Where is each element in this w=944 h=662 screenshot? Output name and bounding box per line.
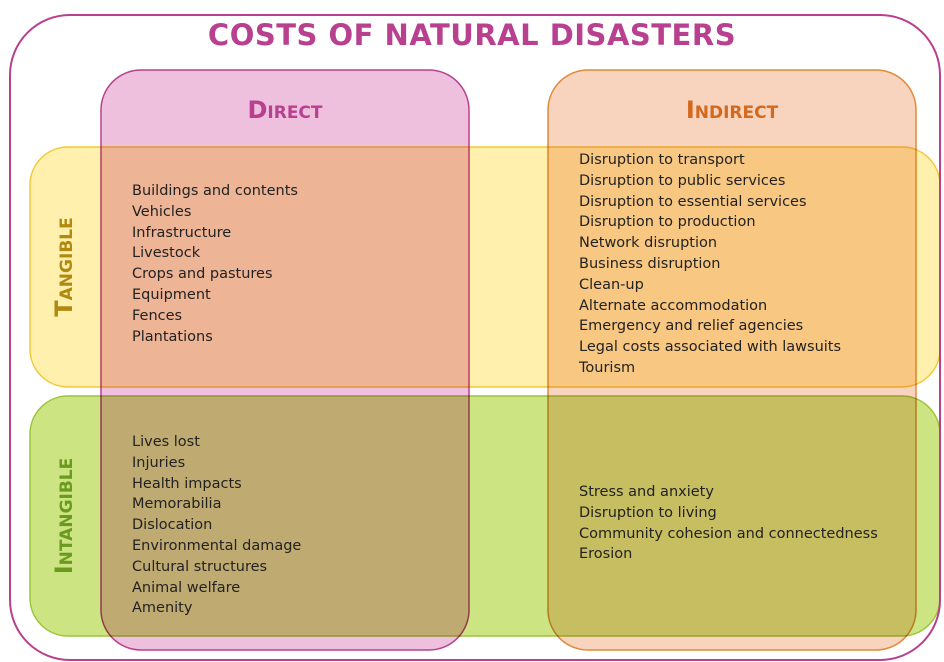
list-item: Equipment xyxy=(132,287,211,303)
list-item: Business disruption xyxy=(579,256,721,272)
list-item: Amenity xyxy=(132,600,193,617)
list-item: Tourism xyxy=(579,360,636,376)
list-item: Plantations xyxy=(132,328,213,345)
list-item: Legal costs associated with lawsuits xyxy=(579,339,842,356)
list-item: Environmental damage xyxy=(132,538,302,554)
list-item: Network disruption xyxy=(579,235,718,252)
row-header: Intangible xyxy=(50,457,78,575)
list-item: Clean-up xyxy=(579,276,644,293)
list-item: Disruption to living xyxy=(579,504,717,521)
list-item: Erosion xyxy=(579,546,633,563)
list-item: Cultural structures xyxy=(132,558,268,575)
list-item: Infrastructure xyxy=(132,224,232,241)
column-header: Direct xyxy=(247,96,323,124)
list-item: Animal welfare xyxy=(132,579,241,596)
list-item: Stress and anxiety xyxy=(579,484,714,500)
list-item: Disruption to public services xyxy=(579,172,786,189)
title: COSTS OF NATURAL DISASTERS xyxy=(207,18,737,52)
column-header: Indirect xyxy=(685,96,779,124)
list-item: Injuries xyxy=(132,454,186,471)
indirect-column xyxy=(547,69,917,651)
list-item: Health impacts xyxy=(132,475,242,492)
list-item: Disruption to transport xyxy=(579,152,745,168)
list-item: Emergency and relief agencies xyxy=(579,318,804,335)
list-item: Alternate accommodation xyxy=(579,297,768,314)
list-item: Livestock xyxy=(132,245,201,262)
outer-frame xyxy=(9,14,941,661)
row-header: Tangible xyxy=(50,217,78,317)
list-item: Disruption to production xyxy=(579,214,756,231)
list-item: Dislocation xyxy=(132,517,213,534)
list-item: Crops and pastures xyxy=(132,266,273,283)
list-item: Disruption to essential services xyxy=(579,193,807,210)
list-item: Buildings and contents xyxy=(132,183,298,199)
direct-column xyxy=(100,69,470,651)
list-item: Community cohesion and connectedness xyxy=(579,525,878,542)
list-item: Lives lost xyxy=(132,434,200,450)
list-item: Fences xyxy=(132,307,183,324)
list-item: Vehicles xyxy=(132,203,192,220)
list-item: Memorabilia xyxy=(132,496,222,513)
